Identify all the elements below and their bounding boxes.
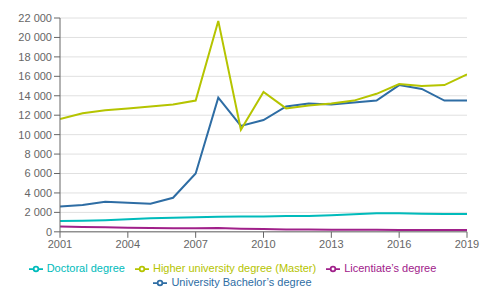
svg-text:20 000: 20 000	[18, 31, 52, 43]
svg-text:2007: 2007	[183, 238, 207, 250]
svg-text:10 000: 10 000	[18, 129, 52, 141]
svg-text:2013: 2013	[319, 238, 343, 250]
svg-text:14 000: 14 000	[18, 90, 52, 102]
html-text:Doctoral degree: Doctoral degree	[46, 261, 125, 274]
svg-text:2001: 2001	[48, 238, 72, 250]
svg-text:2010: 2010	[251, 238, 275, 250]
html-text:Higher university degree (Mast: Higher university degree (Master)	[152, 261, 317, 274]
svg-text:22 000: 22 000	[18, 12, 52, 24]
html-text:Licentiate’s degree: Licentiate’s degree	[344, 261, 437, 274]
svg-text:2019: 2019	[455, 238, 479, 250]
svg-text:6 000: 6 000	[24, 167, 52, 179]
svg-text:0: 0	[46, 226, 52, 238]
svg-text:2 000: 2 000	[24, 206, 52, 218]
svg-text:16 000: 16 000	[18, 70, 52, 82]
svg-text:8 000: 8 000	[24, 148, 52, 160]
svg-text:2016: 2016	[387, 238, 411, 250]
svg-text:4 000: 4 000	[24, 187, 52, 199]
html-text:University Bachelor’s degree: University Bachelor’s degree	[171, 275, 312, 288]
svg-text:2004: 2004	[116, 238, 140, 250]
svg-text:12 000: 12 000	[18, 109, 52, 121]
svg-text:18 000: 18 000	[18, 51, 52, 63]
